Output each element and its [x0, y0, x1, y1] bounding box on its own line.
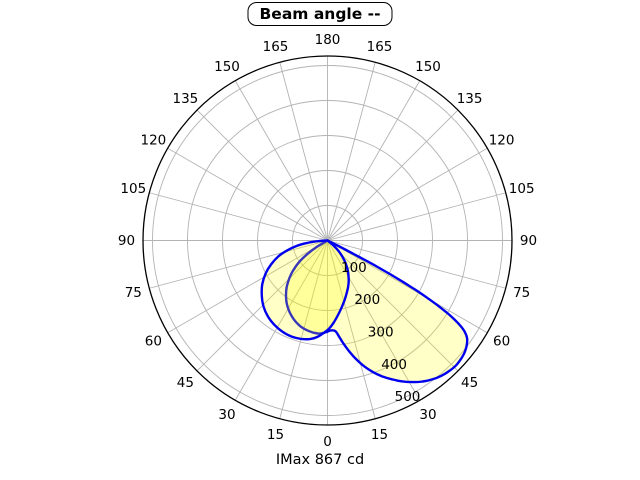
theta-gridline: [167, 147, 328, 241]
theta-tick-label: 105: [120, 181, 146, 197]
theta-gridline: [279, 62, 328, 241]
r-tick-label: 300: [368, 325, 394, 341]
theta-gridline: [327, 109, 459, 241]
r-tick-label: 400: [381, 357, 407, 373]
theta-gridline: [327, 62, 376, 241]
r-gridline: [187, 100, 468, 381]
theta-gridline: [327, 240, 488, 334]
theta-gridline: [327, 240, 421, 401]
theta-tick-label: 180: [315, 32, 341, 48]
theta-gridline: [327, 240, 459, 372]
theta-gridline: [234, 80, 328, 241]
imax-label: IMax 867 cd: [275, 452, 365, 468]
theta-tick-label: 60: [145, 334, 162, 350]
theta-tick-label: 30: [419, 407, 436, 423]
r-gridline: [152, 65, 503, 416]
r-tick-label: 100: [341, 260, 367, 276]
theta-tick-label: 135: [173, 91, 199, 107]
r-gridline: [222, 135, 433, 346]
r-gridline: [257, 170, 398, 311]
theta-tick-label: 45: [177, 375, 194, 391]
theta-tick-label: 60: [493, 334, 510, 350]
theta-tick-label: 165: [367, 39, 393, 55]
theta-gridline: [327, 192, 506, 241]
r-gridline: [292, 205, 363, 276]
main-beam-lobe-curve: [284, 239, 469, 384]
theta-tick-label: 15: [371, 427, 388, 443]
theta-tick-label: 90: [520, 233, 537, 249]
theta-tick-label: 165: [263, 39, 289, 55]
theta-tick-label: 30: [218, 407, 235, 423]
theta-gridline: [234, 240, 328, 401]
theta-tick-label: 135: [457, 91, 483, 107]
r-tick-label: 500: [395, 389, 421, 405]
theta-gridline: [149, 240, 328, 289]
r-tick-label: 200: [354, 292, 380, 308]
chart-title-box: Beam angle --: [247, 2, 393, 26]
theta-tick-label: 45: [461, 375, 478, 391]
theta-gridline: [327, 240, 376, 419]
theta-tick-label: 0: [323, 434, 332, 450]
theta-tick-label: 150: [415, 59, 441, 75]
theta-tick-label: 90: [118, 233, 135, 249]
theta-tick-label: 75: [513, 285, 530, 301]
chart-title: Beam angle --: [259, 5, 381, 23]
polar-outer-ring: [142, 55, 513, 426]
theta-gridline: [327, 80, 421, 241]
theta-tick-label: 150: [214, 59, 240, 75]
theta-gridline: [167, 240, 328, 334]
theta-gridline: [196, 109, 328, 241]
secondary-lobe-curve: [260, 239, 350, 341]
theta-tick-label: 105: [509, 181, 535, 197]
theta-gridline: [327, 240, 506, 289]
theta-gridline: [149, 192, 328, 241]
theta-tick-label: 120: [489, 133, 515, 149]
theta-tick-label: 75: [125, 285, 142, 301]
theta-gridline: [327, 147, 488, 241]
theta-tick-label: 15: [267, 427, 284, 443]
theta-tick-label: 120: [141, 133, 167, 149]
